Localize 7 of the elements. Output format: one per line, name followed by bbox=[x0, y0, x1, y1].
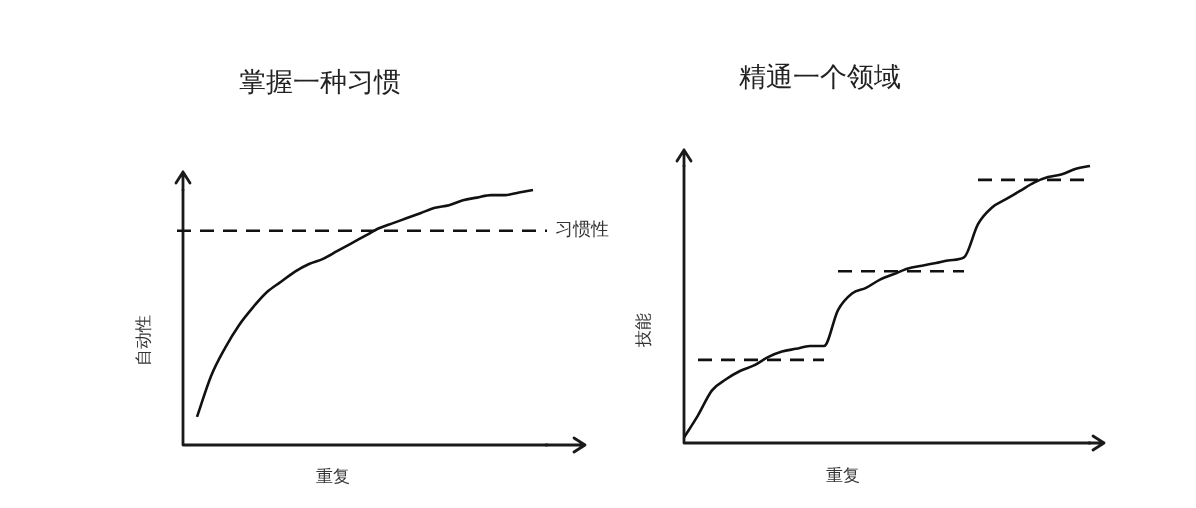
ref-line-label: 习惯性 bbox=[555, 218, 609, 240]
x-axis-title: 重复 bbox=[316, 466, 350, 487]
x-axis-title: 重复 bbox=[826, 465, 860, 486]
chart-title: 掌握一种习惯 bbox=[239, 66, 401, 98]
chart-title: 精通一个领域 bbox=[739, 61, 901, 93]
y-axis-title: 技能 bbox=[633, 313, 654, 348]
y-axis-title: 自动性 bbox=[133, 314, 154, 366]
